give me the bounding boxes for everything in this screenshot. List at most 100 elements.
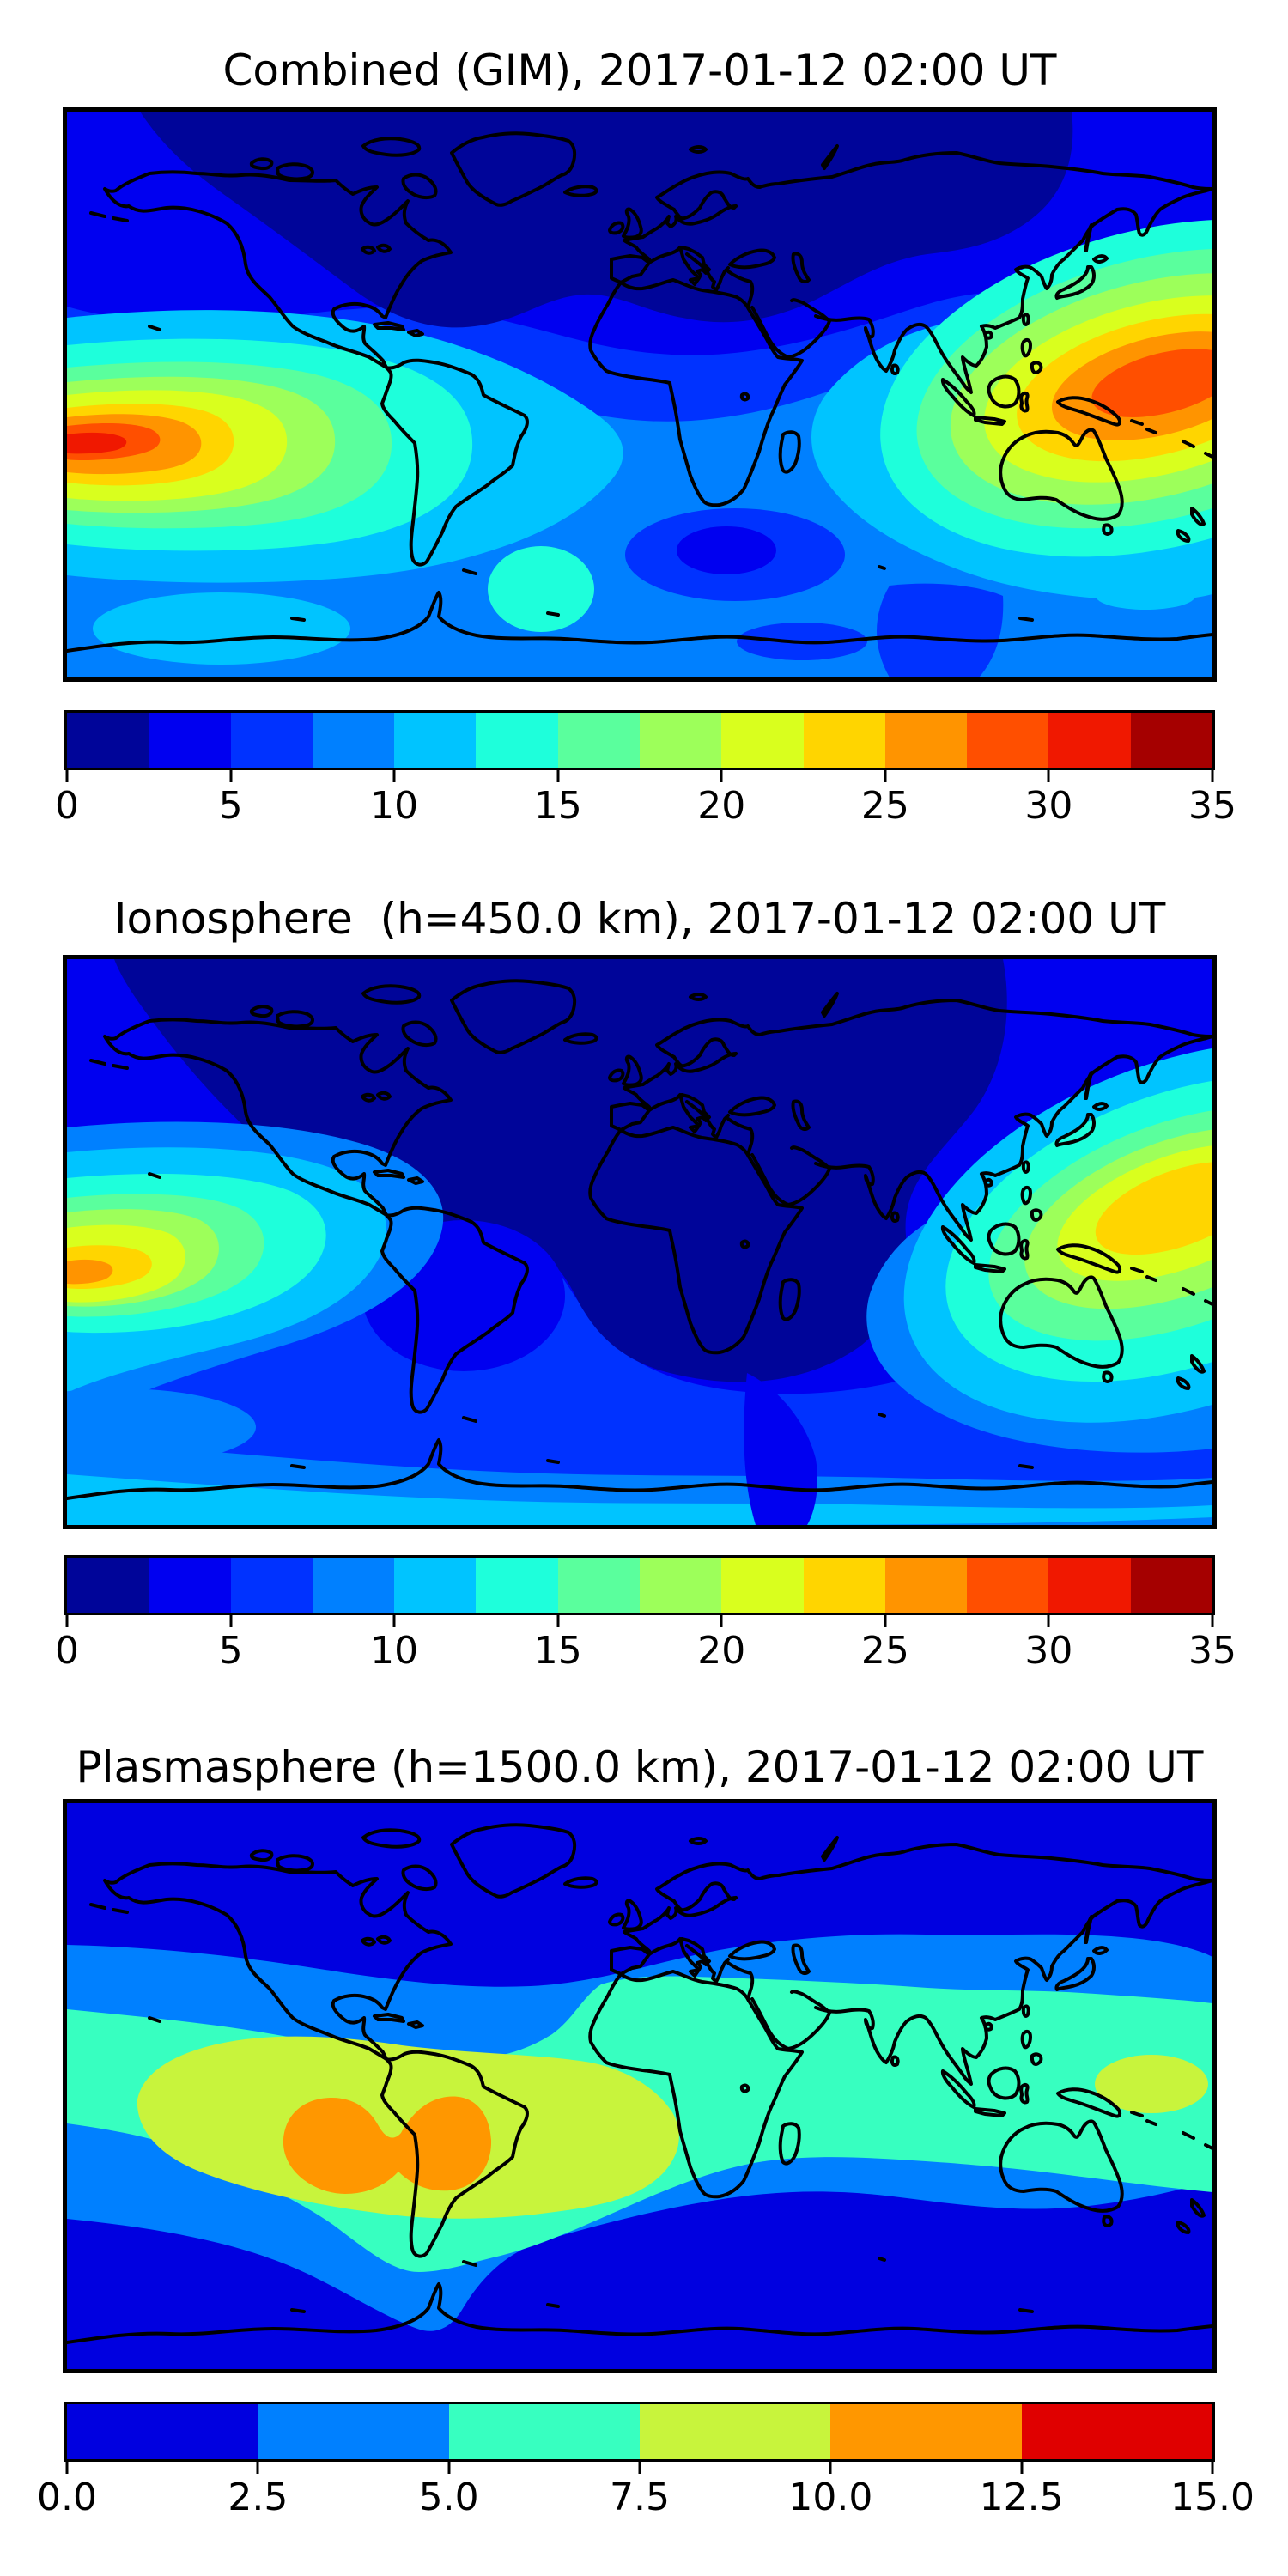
colorbar-segment <box>149 713 231 768</box>
map-frame <box>63 955 1217 1529</box>
colorbar-segment <box>67 1558 149 1613</box>
map-frame <box>63 107 1217 682</box>
colorbar-tick-label: 15 <box>533 1629 582 1673</box>
colorbar-tick <box>229 1615 233 1627</box>
contour-band <box>67 1397 168 1418</box>
colorbar-tick <box>556 1615 560 1627</box>
colorbar-segment <box>830 2404 1022 2459</box>
colorbar-tick <box>1211 2462 1214 2474</box>
colorbar-tick <box>720 770 723 782</box>
contour-band <box>1095 1161 1212 1255</box>
colorbar-segment <box>803 713 885 768</box>
colorbar-tick-label: 15.0 <box>1170 2476 1255 2519</box>
colorbar-segment <box>394 713 477 768</box>
panel-title: Ionosphere (h=450.0 km), 2017-01-12 02:0… <box>113 894 1166 944</box>
colorbar-tick-label: 12.5 <box>979 2476 1064 2519</box>
colorbar-segment <box>803 1558 885 1613</box>
panel-title: Plasmasphere (h=1500.0 km), 2017-01-12 0… <box>76 1742 1204 1792</box>
colorbar-tick-label: 35 <box>1188 1629 1236 1673</box>
contour-band <box>114 959 1007 1382</box>
map-frame <box>63 1799 1217 2373</box>
colorbar-tick <box>256 2462 259 2474</box>
colorbar-segment <box>639 713 722 768</box>
colorbar-tick <box>1211 770 1214 782</box>
colorbar-tick <box>447 2462 451 2474</box>
colorbar-segment <box>258 2404 449 2459</box>
colorbar-axis: 0.0 2.5 5.0 7.5 10.0 12.5 15.0 <box>37 2462 1255 2556</box>
colorbar-tick <box>392 770 396 782</box>
colorbar-segment <box>967 713 1049 768</box>
colorbar <box>64 1555 1215 1615</box>
colorbar-tick-label: 25 <box>860 784 909 828</box>
colorbar-segment <box>312 1558 395 1613</box>
colorbar-tick-label: 0 <box>55 1629 79 1673</box>
colorbar-tick-label: 0.0 <box>37 2476 97 2519</box>
contour-band <box>140 112 1073 328</box>
colorbar-axis: 0 5 10 15 20 25 30 35 <box>55 1615 1236 1710</box>
colorbar-tick <box>1047 1615 1050 1627</box>
colorbar-tick <box>720 1615 723 1627</box>
colorbar-tick-label: 25 <box>860 1629 909 1673</box>
world-map-contour-ionosphere <box>67 959 1212 1525</box>
contour-band <box>1096 582 1195 610</box>
colorbar-tick-label: 20 <box>697 1629 746 1673</box>
colorbar-segment <box>149 1558 231 1613</box>
colorbar-tick-label: 10 <box>370 784 419 828</box>
colorbar-tick-label: 5.0 <box>418 2476 479 2519</box>
colorbar-tick-label: 5 <box>218 784 243 828</box>
hotspot-west-pacific <box>880 219 1212 557</box>
colorbar-tick <box>884 770 887 782</box>
colorbar-segment <box>639 1558 722 1613</box>
colorbar-segment <box>394 1558 477 1613</box>
colorbar-tick <box>65 1615 69 1627</box>
colorbar-segment <box>557 1558 640 1613</box>
colorbar-tick <box>829 2462 832 2474</box>
world-map-contour-combined <box>67 112 1212 677</box>
colorbar-segment <box>557 713 640 768</box>
colorbar-tick <box>1211 1615 1214 1627</box>
colorbar-segment <box>1048 713 1131 768</box>
world-map-contour-plasmasphere <box>67 1803 1212 2369</box>
colorbar-axis: 0 5 10 15 20 25 30 35 <box>55 770 1236 865</box>
contour-band <box>67 1474 1212 1525</box>
colorbar-segment <box>1048 1558 1131 1613</box>
colorbar-segment <box>967 1558 1049 1613</box>
colorbar-tick-label: 30 <box>1024 1629 1073 1673</box>
colorbar-segment <box>884 713 968 768</box>
contour-band <box>1091 349 1212 417</box>
contour-band <box>1095 2055 1208 2113</box>
colorbar-tick-label: 5 <box>218 1629 243 1673</box>
colorbar-tick-label: 30 <box>1024 784 1073 828</box>
contour-band <box>877 583 1004 677</box>
colorbar-segment <box>312 713 395 768</box>
colorbar-tick-label: 10.0 <box>788 2476 873 2519</box>
colorbar-segment <box>67 2404 258 2459</box>
colorbar-tick-label: 10 <box>370 1629 419 1673</box>
colorbar-segment <box>884 1558 968 1613</box>
colorbar-segment <box>448 2404 640 2459</box>
colorbar-tick-label: 15 <box>533 784 582 828</box>
colorbar-segment <box>476 1558 558 1613</box>
colorbar-tick <box>1020 2462 1024 2474</box>
colorbar-tick-label: 2.5 <box>228 2476 289 2519</box>
colorbar <box>64 2402 1215 2462</box>
colorbar-segment <box>1130 1558 1212 1613</box>
contour-band <box>677 526 776 574</box>
colorbar-segment <box>230 1558 313 1613</box>
colorbar-segment <box>1021 2404 1212 2459</box>
contour-band <box>93 592 350 665</box>
contour-band <box>488 546 594 632</box>
colorbar-tick <box>638 2462 641 2474</box>
colorbar-tick <box>556 770 560 782</box>
contour-band <box>283 2096 492 2194</box>
contour-band <box>67 432 127 454</box>
panel-title: Combined (GIM), 2017-01-12 02:00 UT <box>222 46 1057 95</box>
colorbar-tick-label: 0 <box>55 784 79 828</box>
colorbar-tick-label: 7.5 <box>610 2476 670 2519</box>
colorbar-segment <box>721 713 804 768</box>
colorbar <box>64 710 1215 770</box>
colorbar-tick <box>65 770 69 782</box>
colorbar-tick <box>65 2462 69 2474</box>
colorbar-tick-label: 35 <box>1188 784 1236 828</box>
colorbar-segment <box>721 1558 804 1613</box>
